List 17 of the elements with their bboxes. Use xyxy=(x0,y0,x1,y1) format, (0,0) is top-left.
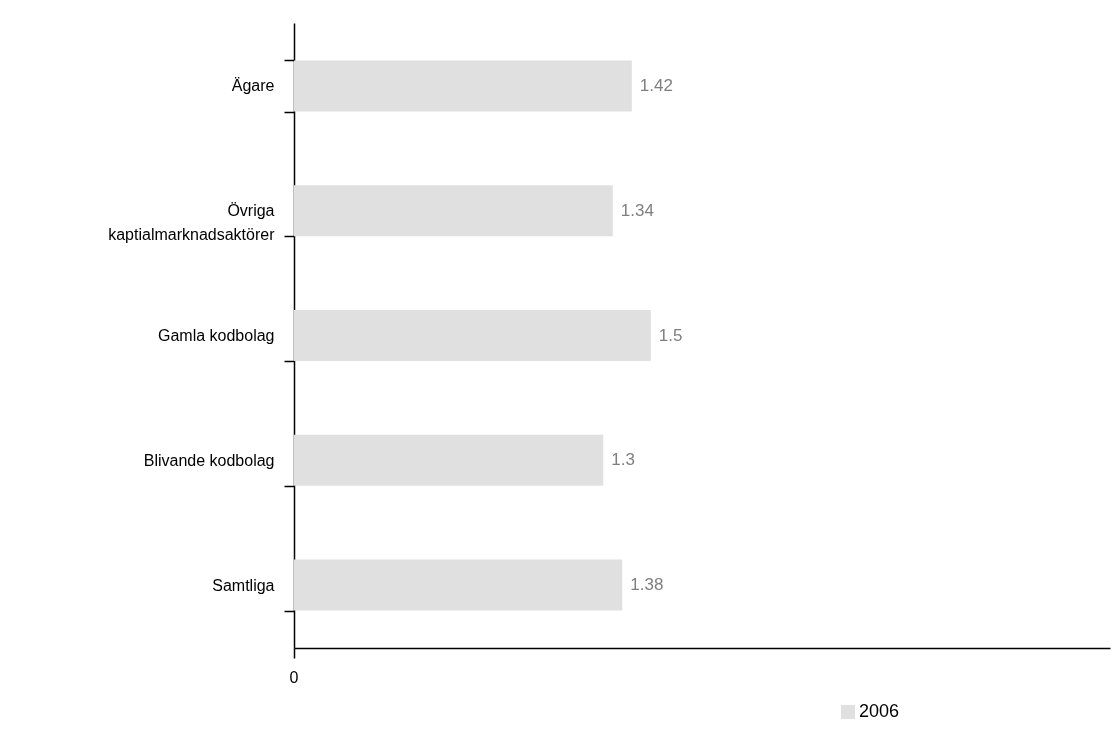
y-tick-label: Blivande kodbolag xyxy=(143,451,275,469)
bar xyxy=(294,309,651,362)
bar xyxy=(294,559,623,611)
data-label: 1.3 xyxy=(611,450,635,470)
y-tick-label: Övriga kaptialmarknadsaktörer xyxy=(108,202,276,244)
bar xyxy=(294,185,613,237)
data-label: 1.5 xyxy=(658,325,683,345)
y-tick-label: Gamla kodbolag xyxy=(157,327,275,344)
bar xyxy=(294,60,632,112)
bar xyxy=(294,434,604,486)
legend-label: 2006 xyxy=(859,701,900,721)
data-label: 1.38 xyxy=(630,575,664,594)
data-label: 1.42 xyxy=(639,76,673,95)
y-tick-label: Ägare xyxy=(231,77,275,95)
text: 0 xyxy=(289,669,299,686)
data-label: 1.34 xyxy=(620,200,654,220)
y-tick-label: Samtliga xyxy=(212,576,275,594)
